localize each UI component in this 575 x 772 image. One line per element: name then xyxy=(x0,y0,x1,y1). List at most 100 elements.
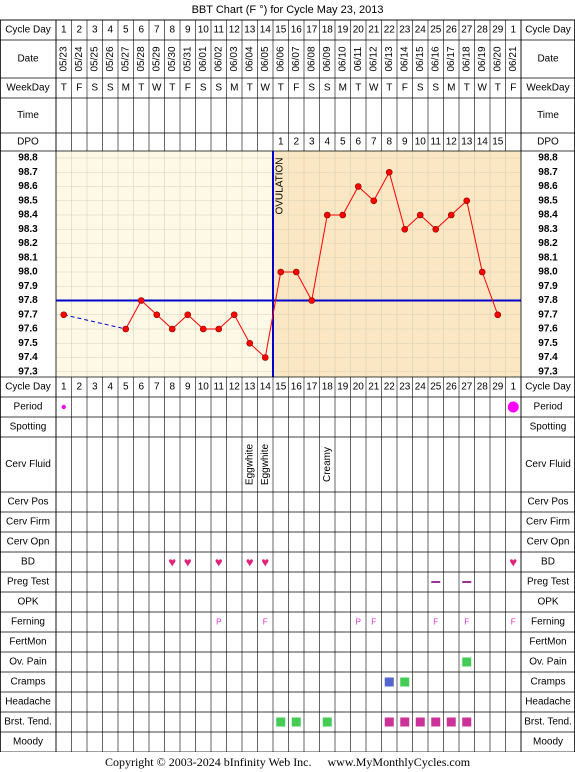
temp-line xyxy=(342,186,359,216)
cycle-day-cell: 14 xyxy=(260,25,272,36)
temp-point xyxy=(261,354,269,361)
cycle-day-cell: 13 xyxy=(244,25,256,36)
cycle-day-cell: 8 xyxy=(169,25,175,36)
row-label-weekday: WeekDay xyxy=(6,83,49,94)
weekday-cell: T xyxy=(61,83,67,94)
cycle-day-cell: 2 xyxy=(76,25,82,36)
brst-tend-square xyxy=(446,717,456,727)
brst-tend-square xyxy=(322,717,332,727)
temp-point xyxy=(463,197,471,205)
cerv-fluid-text: Creamy xyxy=(322,447,333,482)
cycle-day-cell: 28 xyxy=(477,25,489,36)
cycle-day-cell: 20 xyxy=(353,25,365,36)
cycle-day-cell: 27 xyxy=(461,382,473,393)
y-tick-label-right: 98.4 xyxy=(538,210,558,221)
temp-point xyxy=(168,325,176,333)
temp-line xyxy=(125,300,142,330)
date-cell: 06/12 xyxy=(368,46,379,71)
cycle-day-cell: 2 xyxy=(76,382,82,393)
cycle-day-cell: 5 xyxy=(123,25,129,36)
y-tick-label-right: 97.8 xyxy=(538,295,558,306)
row-label-spotting: Spotting xyxy=(10,422,47,433)
y-tick-label-right: 98.5 xyxy=(538,195,558,206)
temp-line xyxy=(140,300,158,316)
date-cell: 06/11 xyxy=(353,46,364,71)
y-tick-label-left: 98.1 xyxy=(18,252,38,263)
row-label-moody: Moody xyxy=(13,737,43,748)
brst-tend-square xyxy=(431,717,441,727)
heart-icon: ♥ xyxy=(184,555,192,570)
row-label-cerv-pos: Cerv Pos xyxy=(7,497,48,508)
ferning-mark: F xyxy=(263,618,268,627)
cycle-day-cell: 9 xyxy=(185,25,191,36)
cycle-day-cell: 19 xyxy=(337,382,349,393)
temp-line xyxy=(404,214,421,230)
y-tick-label-right: 97.4 xyxy=(538,352,558,363)
cerv-fluid-text: Eggwhite xyxy=(260,443,271,485)
y-tick-label-right: 98.0 xyxy=(538,267,558,278)
date-cell: 06/03 xyxy=(229,46,240,71)
row-label-ov-pain: Ov. Pain xyxy=(9,657,47,668)
y-tick-label-right: 98.7 xyxy=(538,167,558,178)
y-tick-label-left: 97.3 xyxy=(18,366,38,377)
dpo-cell: 14 xyxy=(477,137,489,148)
brst-tend-square xyxy=(276,717,286,727)
brst-tend-square xyxy=(291,717,301,727)
temp-point xyxy=(323,211,331,219)
cycle-day-cell: 1 xyxy=(510,382,516,393)
temp-point xyxy=(277,268,285,276)
date-cell: 06/13 xyxy=(384,46,395,71)
ferning-mark: F xyxy=(464,618,469,627)
date-cell: 06/20 xyxy=(492,46,503,71)
weekday-cell: S xyxy=(215,83,222,94)
date-cell: 06/18 xyxy=(461,46,472,71)
site-link[interactable]: www.MyMonthlyCycles.com xyxy=(327,755,471,769)
y-tick-label-left: 97.6 xyxy=(18,324,38,335)
y-tick-label-right: 98.6 xyxy=(538,181,558,192)
y-tick-label-right: 98.8 xyxy=(538,153,558,164)
y-tick-label-left: 98.6 xyxy=(18,181,38,192)
cycle-day-cell: 12 xyxy=(229,25,241,36)
row-label-ov-pain-right: Ov. Pain xyxy=(529,657,567,668)
weekday-cell: S xyxy=(308,83,315,94)
date-cell: 05/26 xyxy=(105,46,116,71)
cycle-day-cell: 25 xyxy=(430,25,442,36)
weekday-cell: W xyxy=(152,83,162,94)
date-cell: 06/05 xyxy=(260,46,271,71)
row-label-headache-right: Headache xyxy=(525,697,571,708)
ferning-mark: F xyxy=(433,618,438,627)
row-label-cycle-day: Cycle Day xyxy=(5,382,51,393)
cycle-day-cell: 15 xyxy=(275,382,287,393)
cycle-day-cell: 17 xyxy=(306,382,318,393)
brst-tend-square xyxy=(415,717,425,727)
y-tick-label-right: 97.9 xyxy=(538,281,558,292)
cycle-day-cell: 24 xyxy=(415,382,427,393)
cycle-day-cell: 10 xyxy=(198,25,210,36)
date-cell: 06/15 xyxy=(415,46,426,71)
y-tick-label-left: 98.2 xyxy=(18,238,38,249)
cycle-day-cell: 21 xyxy=(368,382,380,393)
row-label-date: Date xyxy=(17,54,39,65)
temp-point xyxy=(401,225,409,233)
date-cell: 06/14 xyxy=(399,46,410,71)
row-label-period-right: Period xyxy=(534,402,563,413)
temp-point xyxy=(478,268,486,276)
heart-icon: ♥ xyxy=(261,555,269,570)
temp-point xyxy=(354,183,362,190)
temp-line xyxy=(373,172,390,201)
dpo-cell: 2 xyxy=(293,137,299,148)
row-label-ferning: Ferning xyxy=(11,617,45,628)
temp-line xyxy=(450,200,468,216)
row-label-cramps-right: Cramps xyxy=(530,677,565,688)
date-cell: 06/10 xyxy=(337,46,348,71)
brst-tend-square xyxy=(400,717,410,727)
row-label-time-right: Time xyxy=(537,110,559,121)
y-tick-label-left: 98.4 xyxy=(18,210,38,221)
temp-line xyxy=(156,314,173,330)
weekday-cell: W xyxy=(261,83,271,94)
dpo-cell: 15 xyxy=(492,137,504,148)
temp-point xyxy=(153,311,161,319)
temp-point xyxy=(385,168,393,176)
y-tick-label-left: 98.7 xyxy=(18,167,38,178)
row-label-fertmon: FertMon xyxy=(9,637,46,648)
